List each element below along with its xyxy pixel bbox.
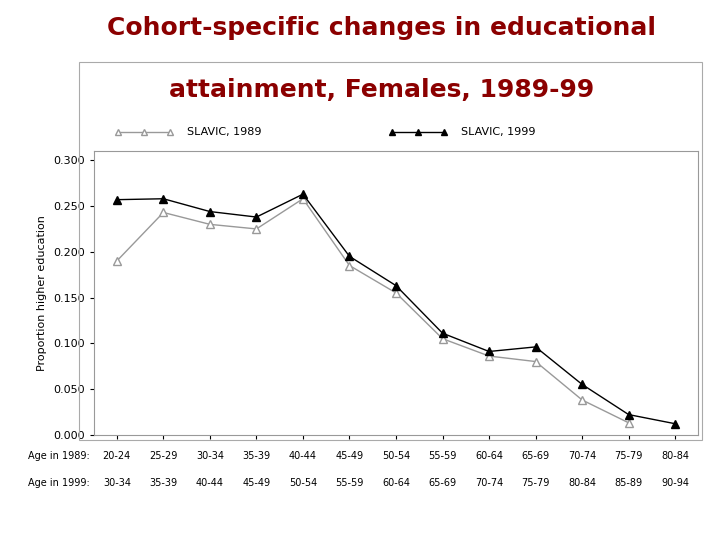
Text: 45-49: 45-49	[243, 478, 271, 488]
Text: 85-89: 85-89	[615, 478, 643, 488]
Text: 25-29: 25-29	[149, 451, 178, 461]
Text: Age in 1999:: Age in 1999:	[28, 478, 90, 488]
Text: 70-74: 70-74	[475, 478, 503, 488]
Text: Cohort-specific changes in educational: Cohort-specific changes in educational	[107, 16, 656, 40]
Text: 40-44: 40-44	[196, 478, 224, 488]
Text: 65-69: 65-69	[428, 478, 456, 488]
Text: 55-59: 55-59	[428, 451, 456, 461]
Text: SLAVIC, 1999: SLAVIC, 1999	[461, 127, 535, 137]
Text: attainment, Females, 1989-99: attainment, Females, 1989-99	[169, 78, 594, 102]
Text: 75-79: 75-79	[614, 451, 643, 461]
Text: 30-34: 30-34	[196, 451, 224, 461]
Text: 80-84: 80-84	[661, 451, 689, 461]
Text: Age in 1989:: Age in 1989:	[28, 451, 90, 461]
Text: 90-94: 90-94	[661, 478, 689, 488]
Text: 50-54: 50-54	[382, 451, 410, 461]
Text: 70-74: 70-74	[568, 451, 596, 461]
Text: 45-49: 45-49	[336, 451, 364, 461]
Text: 55-59: 55-59	[336, 478, 364, 488]
Text: 40-44: 40-44	[289, 451, 317, 461]
Text: 65-69: 65-69	[521, 451, 549, 461]
Text: 60-64: 60-64	[382, 478, 410, 488]
Y-axis label: Proportion higher education: Proportion higher education	[37, 215, 48, 371]
Text: 30-34: 30-34	[103, 478, 131, 488]
Text: 35-39: 35-39	[149, 478, 177, 488]
Text: 50-54: 50-54	[289, 478, 317, 488]
Text: 60-64: 60-64	[475, 451, 503, 461]
Text: SLAVIC, 1989: SLAVIC, 1989	[187, 127, 261, 137]
Text: 75-79: 75-79	[521, 478, 550, 488]
Text: 35-39: 35-39	[243, 451, 271, 461]
Text: 80-84: 80-84	[568, 478, 596, 488]
Text: 20-24: 20-24	[103, 451, 131, 461]
